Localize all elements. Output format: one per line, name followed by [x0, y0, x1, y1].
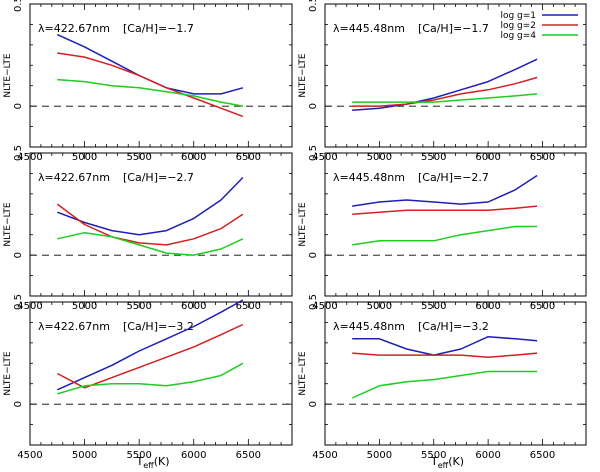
- series-line: [57, 52, 244, 118]
- panel-title-metallicity: [Ca/H]=−3.2: [418, 320, 489, 333]
- y-tick-label: 0: [13, 401, 24, 407]
- y-tick-label: 0: [308, 401, 319, 407]
- panel-title-lambda: λ=422.67nm: [38, 171, 110, 184]
- x-axis-label-1: Teff(K): [136, 455, 170, 470]
- panel-2: 4500 5000 5500 6000 650000.5NLTE−LTEλ=445.48…: [298, 0, 587, 163]
- series-line: [352, 205, 538, 216]
- x-tick-label: 4500: [312, 450, 337, 461]
- y-tick-label: 0: [308, 103, 319, 109]
- series-line: [352, 335, 538, 356]
- panel-title-metallicity: [Ca/H]=−2.7: [418, 171, 489, 184]
- series-line: [57, 176, 244, 236]
- series-line: [352, 174, 538, 207]
- x-tick-label: 6500: [236, 450, 261, 461]
- panel-title-metallicity: [Ca/H]=−1.7: [418, 22, 489, 35]
- y-tick-label: 0.5: [308, 145, 319, 161]
- series-line: [352, 225, 538, 246]
- x-axis-label-2: Teff(K): [430, 455, 464, 470]
- panel-1: 4500 5000 5500 6000 650000.5NLTE−LTEλ=422.67…: [3, 0, 293, 163]
- x-axis-label-sub: eff: [438, 461, 449, 470]
- x-tick-label: 5500: [421, 450, 446, 461]
- y-axis-label: NLTE−LTE: [3, 202, 13, 247]
- series-line: [57, 78, 244, 107]
- x-axis-label-sub: eff: [143, 461, 154, 470]
- panel-6: 4500 5000 5500 6000 6500 0 0.5 NLTE−LTE λ=445.48…: [298, 294, 587, 461]
- panel-title-lambda: λ=422.67nm: [38, 320, 110, 333]
- panel-3: 4500 5000 5500 6000 650000.5NLTE−LTEλ=422.67…: [3, 145, 293, 312]
- x-tick-label: 6500: [530, 450, 555, 461]
- panel-5: 4500 5000 5500 6000 6500 0 0.5 NLTE−LTE λ=422.67…: [3, 294, 293, 461]
- panel-title-lambda: λ=445.48nm: [333, 22, 405, 35]
- x-tick-label: 5000: [72, 450, 97, 461]
- panel-4: 4500 5000 5500 6000 650000.5NLTE−LTEλ=445.48…: [298, 145, 587, 312]
- x-tick-label: 5000: [367, 450, 392, 461]
- series-line: [351, 370, 538, 399]
- y-axis-label: NLTE−LTE: [3, 53, 13, 98]
- series-line: [352, 76, 538, 107]
- x-tick-label: 5500: [126, 450, 151, 461]
- x-tick-label: 6000: [181, 450, 206, 461]
- panel-title-metallicity: [Ca/H]=−1.7: [123, 22, 194, 35]
- x-axis-label-unit: (K): [154, 455, 170, 468]
- x-tick-label: 6000: [475, 450, 500, 461]
- y-axis-label: NLTE−LTE: [298, 202, 308, 247]
- y-tick-label: 0: [308, 252, 319, 258]
- y-axis-label: NLTE−LTE: [298, 351, 308, 396]
- panel-title-metallicity: [Ca/H]=−3.2: [123, 320, 194, 333]
- panel-title-metallicity: [Ca/H]=−2.7: [123, 171, 194, 184]
- panel-title-lambda: λ=422.67nm: [38, 22, 110, 35]
- series-line: [57, 231, 244, 256]
- x-axis-label-unit: (K): [448, 455, 464, 468]
- y-axis-label: NLTE−LTE: [3, 351, 13, 396]
- x-tick-label: 4500: [17, 450, 42, 461]
- series-line: [57, 362, 244, 395]
- y-tick-label: 0.5: [308, 294, 319, 310]
- y-tick-label: 0.5: [13, 145, 24, 161]
- series-line: [56, 33, 244, 95]
- legend-label: log g=1: [500, 11, 536, 21]
- series-line: [56, 299, 244, 391]
- y-tick-label: 0.5: [13, 0, 24, 12]
- legend-label: log g=2: [500, 21, 536, 31]
- y-tick-label: 0.5: [13, 294, 24, 310]
- y-tick-label: 0: [13, 103, 24, 109]
- y-axis-label: NLTE−LTE: [298, 53, 308, 98]
- series-line: [56, 323, 244, 389]
- panel-title-lambda: λ=445.48nm: [333, 320, 405, 333]
- legend-label: log g=4: [500, 31, 536, 41]
- y-tick-label: 0: [13, 252, 24, 258]
- x-axis-label-main: T: [430, 455, 438, 468]
- series-line: [352, 93, 538, 103]
- y-tick-label: 0.5: [308, 0, 319, 12]
- series-line: [352, 352, 538, 358]
- series-line: [352, 58, 538, 111]
- x-axis-label-main: T: [136, 455, 144, 468]
- series-line: [56, 203, 244, 246]
- panel-title-lambda: λ=445.48nm: [333, 171, 405, 184]
